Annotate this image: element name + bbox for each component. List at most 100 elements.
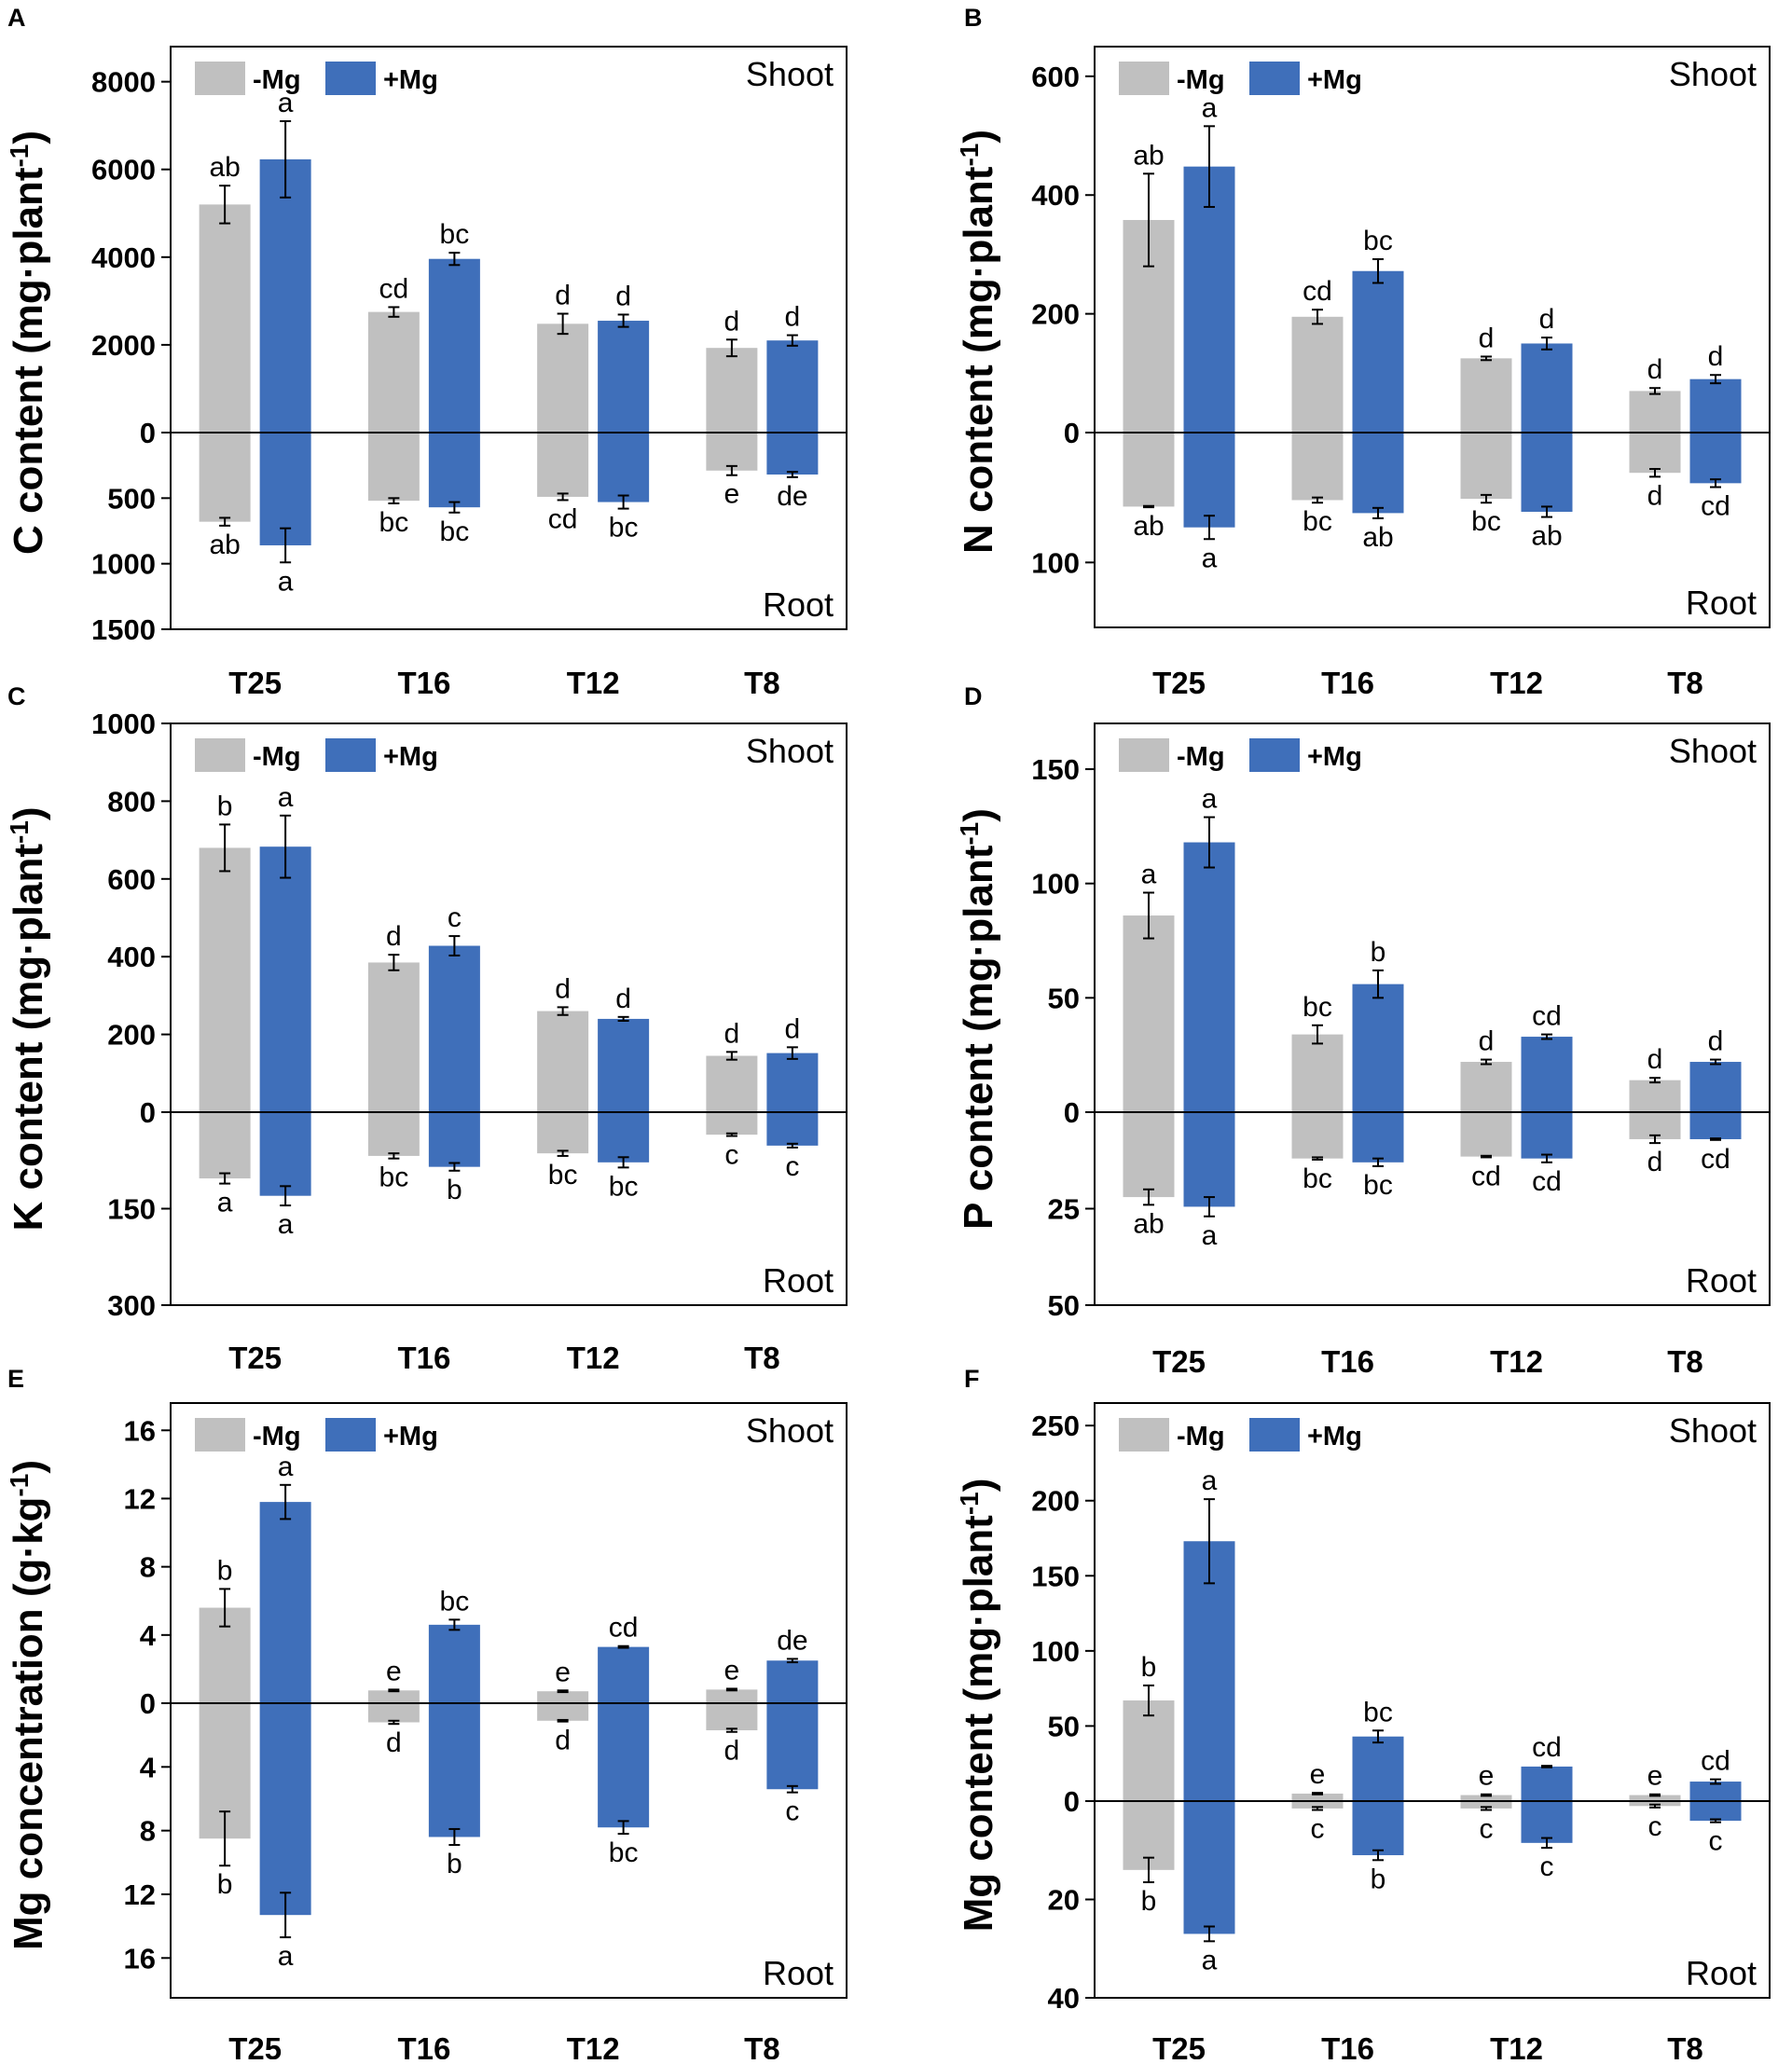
legend-label-plus-mg: +Mg <box>1307 742 1362 772</box>
bar-shoot-plus-mg <box>1183 1541 1235 1801</box>
y-tick-label: 600 <box>1031 61 1080 93</box>
bar-root-plus-mg <box>1183 433 1235 528</box>
y-tick-label: 20 <box>1048 1884 1080 1917</box>
legend-swatch-minus-mg <box>195 738 245 772</box>
significance-letter: d <box>555 281 571 311</box>
category-label: T8 <box>744 666 780 700</box>
significance-letter: bc <box>440 219 470 250</box>
significance-letter: e <box>724 479 740 510</box>
y-tick-label: 300 <box>107 1289 156 1322</box>
category-label: T12 <box>1490 666 1543 700</box>
y-axis-label: C content (mg·plant-1) <box>5 131 52 555</box>
legend-label-plus-mg: +Mg <box>1307 1422 1362 1452</box>
y-tick-label: 50 <box>1048 1289 1080 1322</box>
y-tick-label: 100 <box>1031 868 1080 901</box>
significance-letter: d <box>386 921 402 952</box>
bar-root-minus-mg <box>199 1112 251 1179</box>
bar-root-plus-mg <box>598 1703 650 1828</box>
significance-letter: cd <box>1471 1161 1501 1191</box>
bar-root-plus-mg <box>1689 1112 1742 1139</box>
root-label: Root <box>763 1954 834 1992</box>
bar-root-plus-mg <box>766 1703 819 1790</box>
y-tick-label: 0 <box>140 1096 156 1129</box>
y-tick-label: 12 <box>124 1878 156 1911</box>
y-axis-label: Mg concentration (g·kg-1) <box>5 1460 52 1950</box>
y-axis-label: P content (mg·plant-1) <box>955 808 1002 1230</box>
significance-letter: d <box>386 1727 402 1758</box>
legend-label-plus-mg: +Mg <box>383 742 438 772</box>
significance-letter: bc <box>1363 1697 1393 1727</box>
legend-swatch-plus-mg <box>325 62 376 95</box>
category-label: T16 <box>397 1341 450 1375</box>
significance-letter: bc <box>1303 992 1332 1023</box>
significance-letter: d <box>785 302 801 333</box>
significance-letter: bc <box>548 1160 578 1190</box>
bar-shoot-plus-mg <box>1352 270 1404 433</box>
bar-shoot-minus-mg <box>1629 1795 1681 1801</box>
bar-shoot-minus-mg <box>1291 1034 1344 1112</box>
y-tick-label: 400 <box>1031 179 1080 212</box>
significance-letter: cd <box>1701 1144 1730 1175</box>
legend-swatch-plus-mg <box>1249 1418 1300 1452</box>
bar-root-minus-mg <box>367 433 420 502</box>
bar-shoot-minus-mg <box>1291 1793 1344 1801</box>
significance-letter: a <box>217 1188 233 1218</box>
root-label: Root <box>763 1261 834 1300</box>
y-tick-label: 150 <box>107 1193 156 1226</box>
legend-swatch-plus-mg <box>325 738 376 772</box>
significance-letter: c <box>724 1140 738 1171</box>
bar-root-plus-mg <box>1689 433 1742 484</box>
y-tick-label: 8 <box>140 1815 156 1848</box>
significance-letter: a <box>1202 1465 1218 1496</box>
significance-letter: d <box>615 281 631 311</box>
panel-letter: D <box>964 682 983 710</box>
y-axis-label: Mg content (mg·plant-1) <box>955 1479 1002 1933</box>
significance-letter: c <box>448 902 462 933</box>
bar-root-minus-mg <box>706 1703 758 1731</box>
significance-letter: bc <box>440 516 470 547</box>
shoot-label: Shoot <box>746 1411 834 1450</box>
significance-letter: b <box>1371 937 1386 968</box>
significance-letter: bc <box>379 507 409 538</box>
significance-letter: d <box>555 1726 571 1756</box>
bar-shoot-minus-mg <box>367 1690 420 1703</box>
root-label: Root <box>1686 1261 1757 1300</box>
bar-shoot-minus-mg <box>537 1011 589 1112</box>
bar-root-minus-mg <box>1291 1801 1344 1809</box>
bar-root-plus-mg <box>766 1112 819 1146</box>
bar-root-minus-mg <box>1629 433 1681 474</box>
category-label: T25 <box>1152 2031 1206 2059</box>
significance-letter: d <box>1647 1147 1663 1177</box>
plot-frame <box>1094 46 1771 628</box>
significance-letter: bc <box>1303 1163 1332 1194</box>
y-axis-label: N content (mg·plant-1) <box>955 130 1002 554</box>
significance-letter: e <box>555 1657 571 1687</box>
category-label: T25 <box>1152 1344 1206 1379</box>
panel-letter: B <box>964 4 983 32</box>
bar-shoot-minus-mg <box>367 311 420 433</box>
bar-root-plus-mg <box>259 1112 311 1196</box>
plot-frame <box>1094 722 1771 1306</box>
legend-label-plus-mg: +Mg <box>1307 65 1362 95</box>
y-tick-label: 400 <box>107 941 156 973</box>
bar-shoot-minus-mg <box>199 847 251 1112</box>
significance-letter: b <box>1371 1864 1386 1894</box>
significance-letter: bc <box>440 1586 470 1617</box>
category-label: T12 <box>567 2031 620 2059</box>
significance-letter: e <box>1479 1761 1495 1792</box>
y-tick-label: 600 <box>107 863 156 896</box>
legend-label-minus-mg: -Mg <box>1177 65 1225 95</box>
bar-root-plus-mg <box>428 1703 480 1837</box>
shoot-label: Shoot <box>746 732 834 770</box>
bar-shoot-minus-mg <box>1123 1700 1175 1801</box>
bar-shoot-minus-mg <box>199 204 251 433</box>
y-tick-label: 2000 <box>91 329 156 362</box>
bar-shoot-plus-mg <box>428 945 480 1112</box>
significance-letter: d <box>1539 304 1555 335</box>
bar-root-plus-mg <box>1521 1112 1573 1159</box>
bar-shoot-plus-mg <box>1352 984 1404 1112</box>
bar-root-plus-mg <box>598 433 650 502</box>
legend-label-minus-mg: -Mg <box>1177 742 1225 772</box>
bar-shoot-plus-mg <box>1689 1062 1742 1112</box>
y-tick-label: 100 <box>1031 546 1080 579</box>
